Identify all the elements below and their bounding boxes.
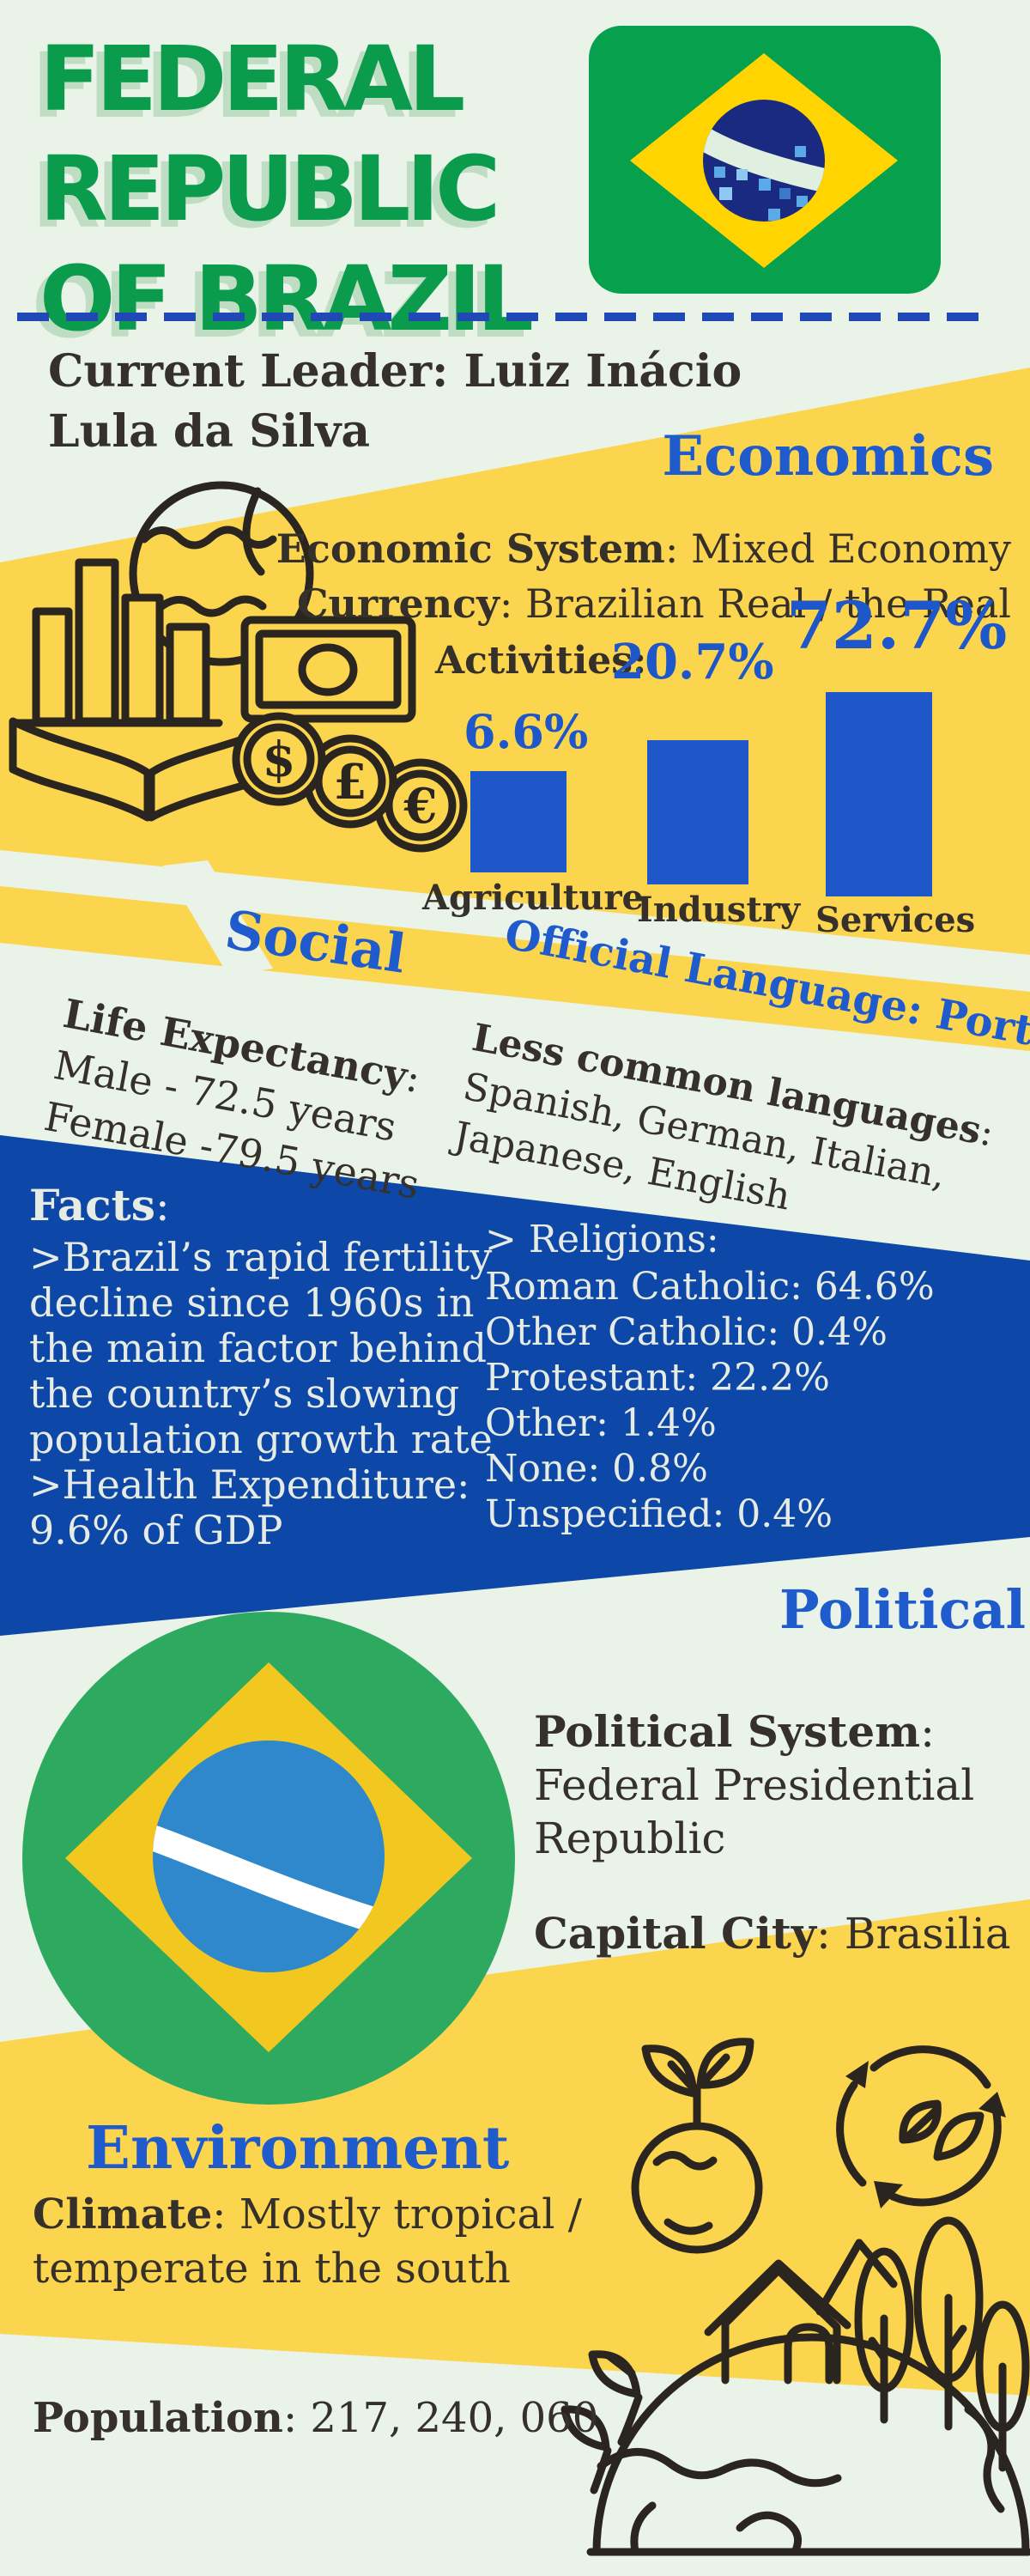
facts-line: 9.6% of GDP bbox=[29, 1507, 283, 1553]
bar-label-industry: Industry bbox=[637, 890, 801, 930]
population-value: : 217, 240, 060 bbox=[282, 2394, 599, 2442]
climate-line: temperate in the south bbox=[33, 2245, 511, 2293]
recycle-leaves-icon bbox=[836, 2045, 1006, 2208]
leader-line: Current Leader: Luiz Inácio bbox=[48, 345, 742, 398]
religion-item: Other Catholic: 0.4% bbox=[485, 1310, 888, 1354]
climate-label: Climate bbox=[33, 2190, 213, 2239]
social-band bbox=[0, 886, 1030, 1051]
brazil-flag-icon bbox=[589, 26, 941, 294]
title-line: FEDERAL bbox=[39, 27, 465, 131]
currency-line: Currency: Brazilian Real / the Real bbox=[297, 580, 1011, 627]
economic-system-label: Economic System bbox=[276, 526, 665, 572]
facts-line: decline since 1960s in bbox=[29, 1279, 475, 1326]
religions-list: Roman Catholic: 64.6% Other Catholic: 0.… bbox=[485, 1264, 935, 1537]
facts-paragraph: >Brazil’s rapid fertility decline since … bbox=[29, 1235, 493, 1553]
currency-label: Currency bbox=[296, 580, 500, 627]
colon: : bbox=[920, 1707, 935, 1757]
title-line: OF BRAZIL bbox=[39, 246, 534, 351]
page-title: FEDERAL REPUBLIC OF BRAZIL bbox=[39, 24, 534, 354]
bar-agriculture bbox=[470, 771, 566, 872]
religion-item: Roman Catholic: 64.6% bbox=[485, 1265, 935, 1309]
bar-value-agriculture: 6.6% bbox=[464, 704, 589, 759]
title-line: REPUBLIC bbox=[39, 137, 500, 241]
religions-heading: > Religions: bbox=[485, 1218, 719, 1261]
facts-heading: Facts: bbox=[29, 1180, 170, 1230]
facts-line: population growth rate bbox=[29, 1416, 493, 1462]
facts-line: >Health Expenditure: bbox=[29, 1461, 470, 1508]
current-leader: Current Leader: Luiz Inácio Lula da Silv… bbox=[48, 342, 742, 462]
bar-industry bbox=[647, 740, 748, 884]
political-heading: Political bbox=[779, 1578, 1027, 1641]
bar-label-services: Services bbox=[815, 900, 976, 940]
environment-heading: Environment bbox=[86, 2114, 510, 2183]
political-system-line: Republic bbox=[534, 1814, 726, 1863]
pound-coin-symbol: £ bbox=[334, 754, 367, 811]
facts-line: >Brazil’s rapid fertility bbox=[29, 1234, 493, 1280]
facts-line: the main factor behind bbox=[29, 1325, 488, 1371]
economic-system-line: Economic System: Mixed Economy bbox=[276, 526, 1011, 572]
bar-label-agriculture: Agriculture bbox=[422, 878, 644, 918]
leader-line: Lula da Silva bbox=[48, 405, 371, 458]
diagonal-stripe bbox=[163, 860, 273, 975]
capital-city-label: Capital City bbox=[534, 1908, 816, 1959]
bar-value-services: 72.7% bbox=[786, 587, 1008, 664]
capital-city-value: : Brasilia bbox=[815, 1909, 1011, 1959]
religion-item: Protestant: 22.2% bbox=[485, 1356, 830, 1400]
population: Population: 217, 240, 060 bbox=[33, 2394, 598, 2442]
political-system-label: Political System bbox=[534, 1706, 921, 1757]
religion-item: None: 0.8% bbox=[485, 1447, 708, 1491]
economic-system-value: : Mixed Economy bbox=[664, 526, 1011, 572]
colon: : bbox=[154, 1181, 170, 1230]
sprout-globe-icon bbox=[631, 2038, 763, 2254]
currency-value: : Brazilian Real / the Real bbox=[499, 580, 1011, 627]
facts-panel bbox=[0, 1135, 1030, 1636]
economics-heading: Economics bbox=[662, 424, 994, 489]
brazil-flag-circle-icon bbox=[22, 1612, 515, 2105]
capital-city: Capital City: Brasilia bbox=[534, 1908, 1011, 1959]
climate-value: : Mostly tropical / bbox=[212, 2190, 582, 2239]
bar-services bbox=[826, 692, 932, 896]
climate: Climate: Mostly tropical / temperate in … bbox=[33, 2188, 582, 2296]
facts-line: the country’s slowing bbox=[29, 1370, 460, 1417]
religion-item: Other: 1.4% bbox=[485, 1401, 717, 1445]
facts-label: Facts bbox=[29, 1180, 155, 1230]
euro-coin-symbol: € bbox=[403, 778, 438, 835]
dollar-coin-symbol: $ bbox=[263, 732, 296, 788]
political-system-line: Federal Presidential bbox=[534, 1760, 975, 1810]
bar-value-industry: 20.7% bbox=[611, 634, 774, 690]
economics-band bbox=[0, 368, 1030, 955]
activities-label: Activities: bbox=[435, 639, 647, 683]
dashed-divider bbox=[17, 313, 996, 321]
population-label: Population bbox=[33, 2394, 283, 2442]
economy-money-icon: $ £ € bbox=[9, 481, 468, 853]
political-system: Political System: Federal Presidential R… bbox=[534, 1705, 974, 1865]
religion-item: Unspecified: 0.4% bbox=[485, 1492, 833, 1536]
eco-house-globe-icon bbox=[560, 2216, 1030, 2556]
